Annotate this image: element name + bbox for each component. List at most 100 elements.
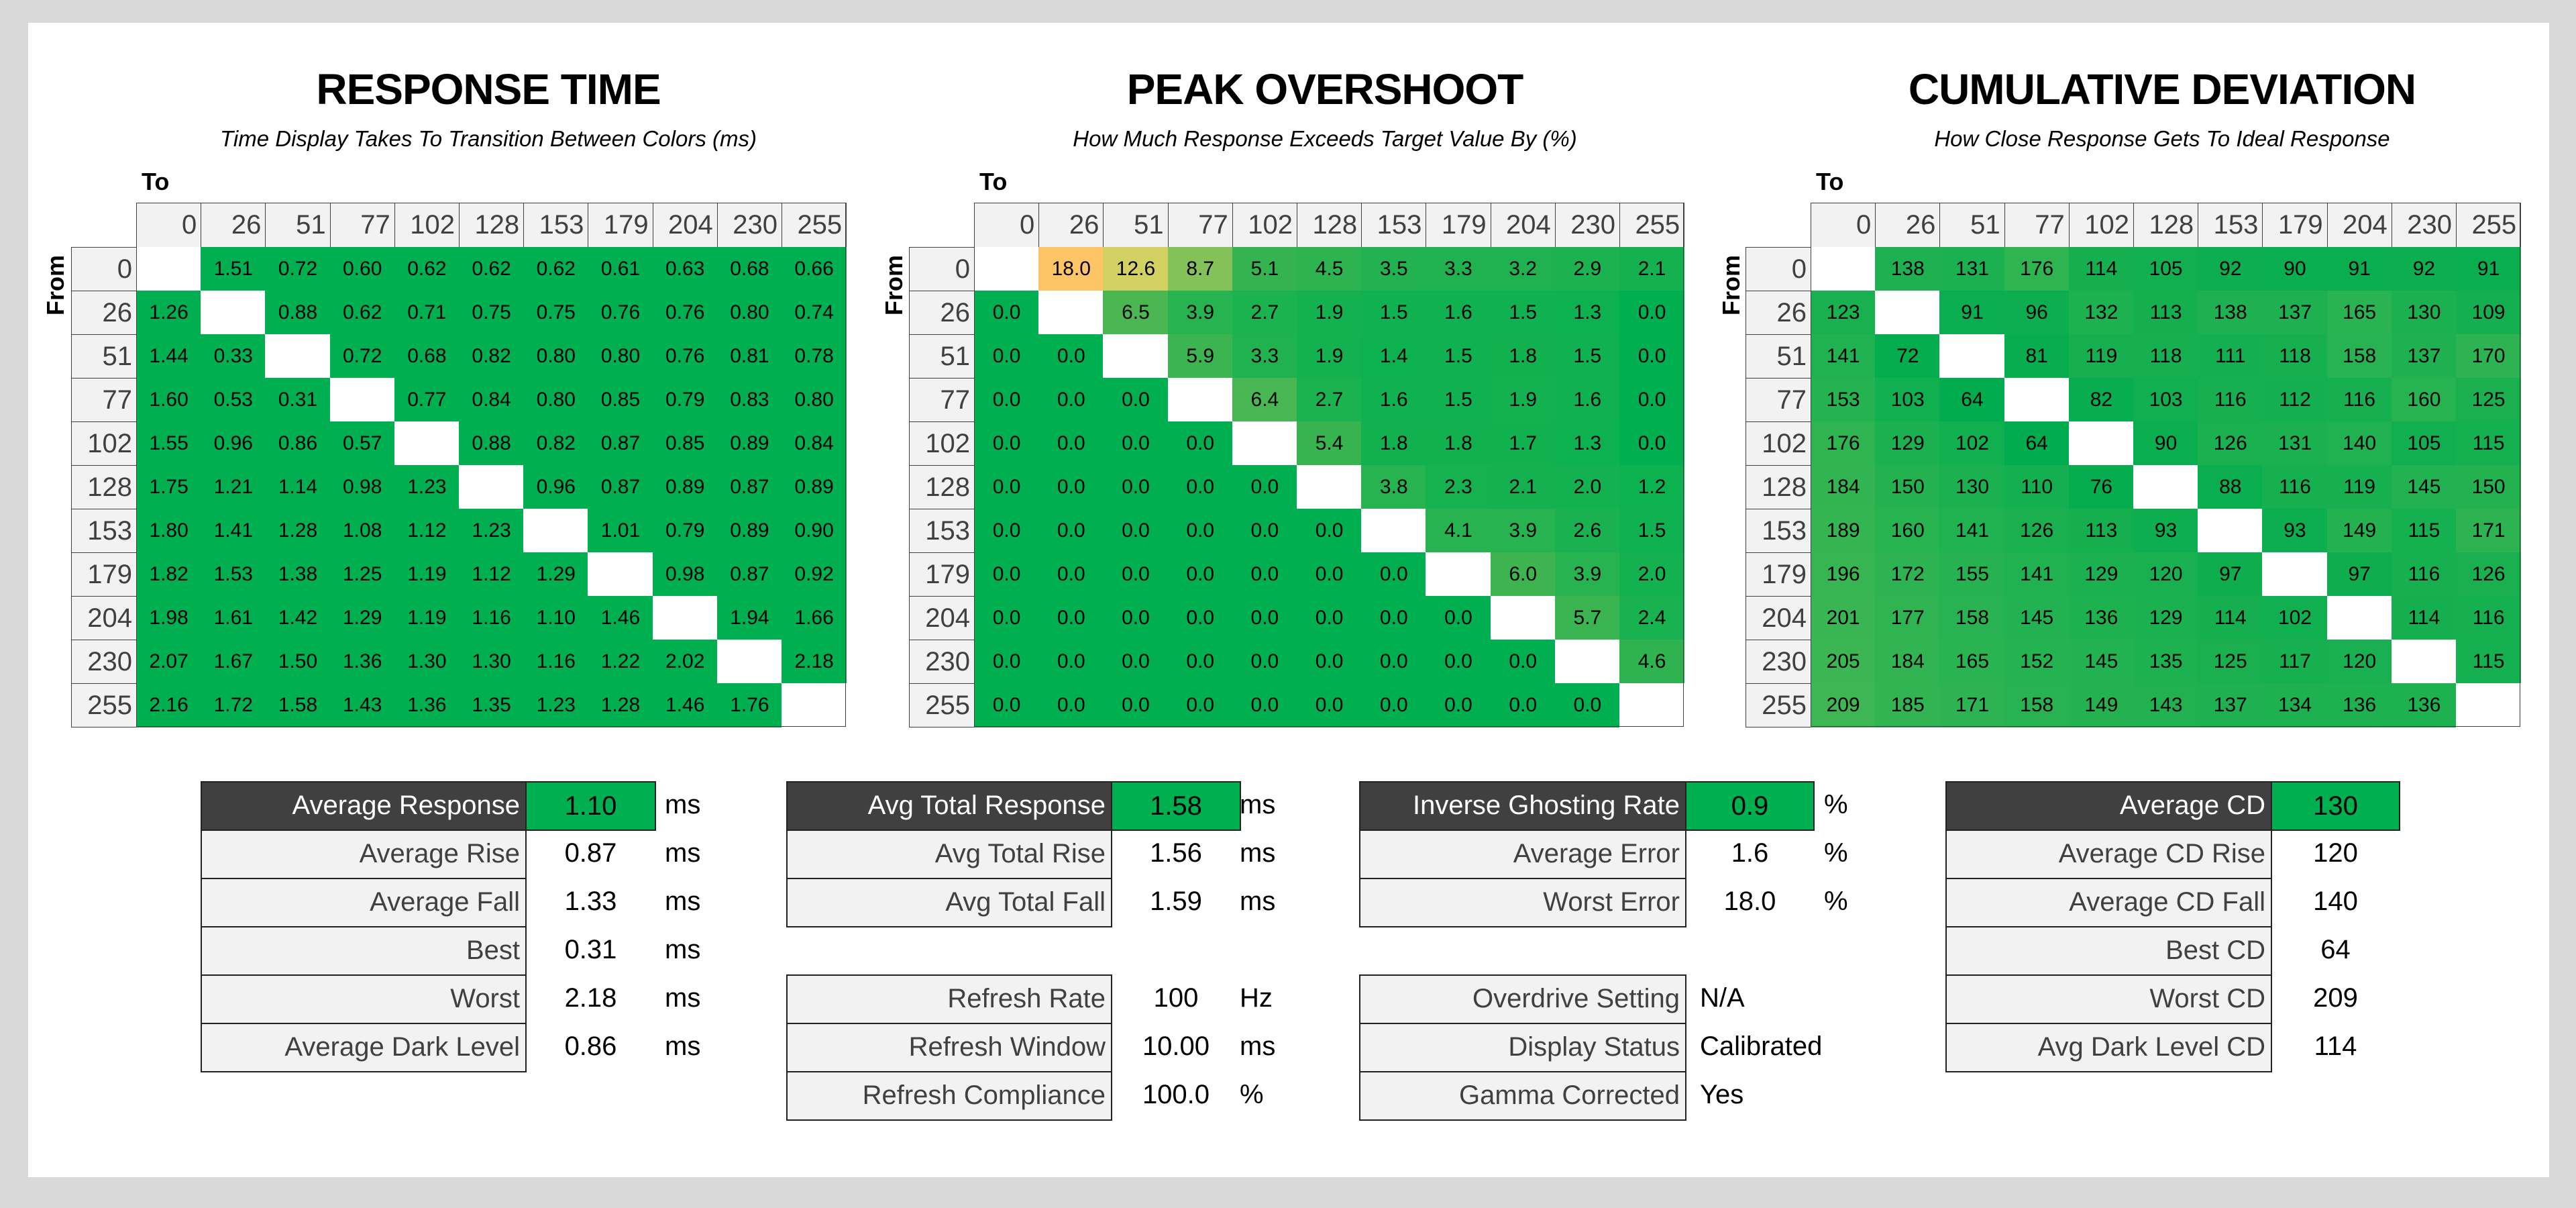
- matrix-cell: 1.5: [1490, 291, 1556, 335]
- matrix-cell: 0.0: [1103, 552, 1169, 597]
- stat-value: 100.0: [1142, 1080, 1210, 1109]
- matrix-cell: 91: [1939, 291, 2005, 335]
- matrix-cell: 112: [2262, 378, 2328, 422]
- row-header: 77: [909, 378, 975, 422]
- stat-label: Average Fall: [201, 878, 527, 927]
- row-header: 128: [1746, 465, 1811, 509]
- matrix-cell: 1.76: [716, 683, 782, 727]
- matrix-cell: 92: [2391, 247, 2457, 291]
- row-header: 26: [909, 291, 975, 335]
- matrix-cell: 1.7: [1490, 421, 1556, 466]
- stat-value: 1.6: [1731, 838, 1769, 868]
- matrix-cell: 0.98: [652, 552, 718, 597]
- row-header: 153: [71, 509, 137, 553]
- matrix-cell: 1.6: [1361, 378, 1427, 422]
- matrix-cell: 1.28: [265, 509, 331, 553]
- matrix-cell: 1.19: [394, 596, 460, 640]
- matrix-cell: 2.0: [1554, 465, 1620, 509]
- matrix-cell: 2.9: [1554, 247, 1620, 291]
- diagonal-cell: [1297, 465, 1362, 509]
- row-header: 179: [71, 552, 137, 597]
- matrix-cell: 0.0: [1103, 509, 1169, 553]
- diagonal-cell: [1426, 552, 1491, 597]
- matrix-cell: 0.77: [394, 378, 460, 422]
- matrix-cell: 102: [1939, 421, 2005, 466]
- row-header: 153: [1746, 509, 1811, 553]
- matrix-cell: 0.0: [1167, 552, 1233, 597]
- matrix-cell: 0.66: [782, 247, 847, 291]
- row-header: 128: [909, 465, 975, 509]
- matrix-cell: 201: [1811, 596, 1876, 640]
- matrix-cell: 82: [2068, 378, 2134, 422]
- matrix-cell: 0.0: [1167, 683, 1233, 727]
- diagonal-cell: [2004, 378, 2070, 422]
- section-title: CUMULATIVE DEVIATION: [1908, 65, 2416, 113]
- matrix-cell: 0.75: [523, 291, 589, 335]
- diagonal-cell: [2456, 683, 2522, 727]
- section-title: RESPONSE TIME: [316, 65, 661, 113]
- stat-value: 0.31: [564, 935, 617, 964]
- from-axis-label: From: [1717, 255, 1745, 315]
- column-header: 77: [329, 203, 395, 248]
- matrix-cell: 4.6: [1619, 640, 1685, 684]
- matrix-cell: 0.0: [1490, 683, 1556, 727]
- matrix-cell: 0.0: [974, 640, 1040, 684]
- row-header: 255: [1746, 683, 1811, 727]
- matrix-cell: 0.0: [1490, 640, 1556, 684]
- matrix-cell: 160: [2391, 378, 2457, 422]
- matrix-cell: 1.22: [588, 640, 653, 684]
- diagonal-cell: [1490, 596, 1556, 640]
- matrix-cell: 118: [2262, 334, 2328, 379]
- diagonal-cell: [974, 247, 1040, 291]
- diagonal-cell: [652, 596, 718, 640]
- matrix-cell: 135: [2133, 640, 2199, 684]
- stat-value: 140: [2313, 887, 2358, 916]
- stat-unit: ms: [1240, 790, 1276, 819]
- row-header: 26: [1746, 291, 1811, 335]
- matrix-cell: 3.9: [1167, 291, 1233, 335]
- matrix-cell: 93: [2133, 509, 2199, 553]
- matrix-cell: 92: [2198, 247, 2263, 291]
- column-header: 204: [2326, 203, 2392, 248]
- matrix-cell: 125: [2198, 640, 2263, 684]
- column-header: 255: [1619, 203, 1685, 248]
- matrix-cell: 152: [2004, 640, 2070, 684]
- matrix-cell: 0.0: [1167, 509, 1233, 553]
- diagonal-cell: [1038, 291, 1104, 335]
- matrix-cell: 0.62: [459, 247, 525, 291]
- matrix-cell: 116: [2456, 596, 2522, 640]
- row-header: 0: [1746, 247, 1811, 291]
- matrix-cell: 102: [2262, 596, 2328, 640]
- matrix-cell: 138: [1875, 247, 1941, 291]
- column-header: 26: [201, 203, 266, 248]
- matrix-cell: 185: [1875, 683, 1941, 727]
- stat-label: Average Rise: [201, 829, 527, 879]
- matrix-cell: 2.07: [136, 640, 202, 684]
- column-header: 102: [2068, 203, 2134, 248]
- column-header: 204: [652, 203, 718, 248]
- column-header: 128: [459, 203, 525, 248]
- matrix-cell: 0.0: [1554, 683, 1620, 727]
- matrix-cell: 5.9: [1167, 334, 1233, 379]
- matrix-cell: 1.6: [1554, 378, 1620, 422]
- matrix-cell: 18.0: [1038, 247, 1104, 291]
- diagonal-cell: [588, 552, 653, 597]
- matrix-cell: 1.98: [136, 596, 202, 640]
- matrix-cell: 3.9: [1554, 552, 1620, 597]
- row-header: 179: [1746, 552, 1811, 597]
- matrix-cell: 93: [2262, 509, 2328, 553]
- column-header: 153: [523, 203, 589, 248]
- matrix-cell: 1.5: [1361, 291, 1427, 335]
- matrix-cell: 4.5: [1297, 247, 1362, 291]
- column-header: 230: [716, 203, 782, 248]
- matrix-cell: 2.6: [1554, 509, 1620, 553]
- matrix-cell: 1.14: [265, 465, 331, 509]
- to-axis-label: To: [142, 168, 170, 195]
- matrix-cell: 0.0: [1426, 640, 1491, 684]
- matrix-cell: 109: [2456, 291, 2522, 335]
- column-header: 102: [1232, 203, 1297, 248]
- column-header: 26: [1038, 203, 1104, 248]
- matrix-cell: 0.0: [1297, 596, 1362, 640]
- matrix-cell: 165: [1939, 640, 2005, 684]
- matrix-cell: 123: [1811, 291, 1876, 335]
